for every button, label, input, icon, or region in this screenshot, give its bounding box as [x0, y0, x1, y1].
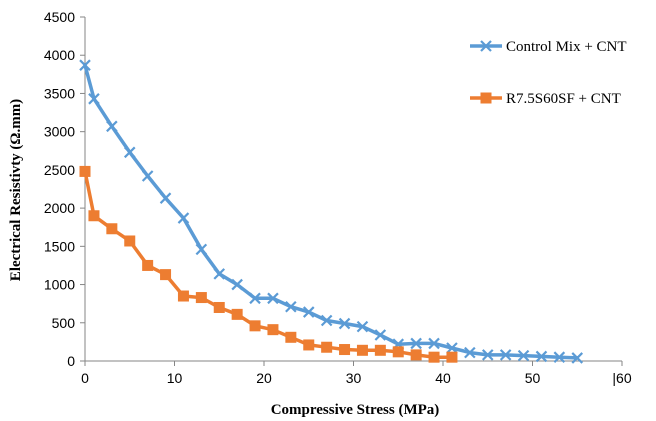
- data-point: [160, 269, 172, 281]
- data-point: [267, 292, 279, 305]
- data-point: [338, 317, 351, 330]
- legend-marker: [480, 40, 492, 52]
- data-point: [88, 93, 100, 105]
- data-point: [195, 243, 208, 256]
- y-tick-label: 2500: [44, 162, 75, 178]
- x-axis-title: Compressive Stress (MPa): [271, 402, 440, 418]
- data-point: [535, 350, 548, 363]
- y-tick-label: 1000: [44, 277, 75, 293]
- data-point: [392, 346, 404, 358]
- series-2: [79, 165, 458, 363]
- data-point: [106, 223, 118, 235]
- y-tick-label: 4500: [44, 9, 75, 25]
- y-tick-label: 0: [67, 353, 75, 369]
- legend-label: R7.5S60SF + CNT: [506, 91, 621, 107]
- data-point: [231, 308, 243, 320]
- data-point: [410, 349, 422, 361]
- y-tick-label: 500: [52, 315, 76, 331]
- data-point: [481, 349, 494, 361]
- data-point: [231, 278, 243, 291]
- y-axis-title: Electrical Resistivty (Ω.mm): [8, 99, 24, 281]
- x-tick-label: 0: [81, 370, 89, 386]
- data-point: [303, 339, 315, 351]
- x-tick-label: |60: [612, 370, 631, 386]
- series-1: [79, 59, 584, 364]
- y-tick-label: 1500: [44, 238, 75, 254]
- legend-entry: R7.5S60SF + CNT: [470, 91, 621, 107]
- data-point: [124, 235, 136, 247]
- data-point: [195, 292, 207, 304]
- y-tick-label: 3500: [44, 85, 75, 101]
- y-tick-label: 2000: [44, 200, 75, 216]
- x-tick-label: 40: [435, 370, 451, 386]
- y-tick-label: 4000: [44, 47, 75, 63]
- data-point: [213, 268, 226, 280]
- data-point: [356, 344, 368, 356]
- data-point: [141, 170, 154, 182]
- x-tick-label: 20: [256, 370, 272, 386]
- data-point: [446, 342, 458, 354]
- series-line: [83, 169, 454, 359]
- data-point: [159, 192, 172, 204]
- data-point: [320, 314, 333, 327]
- data-point: [446, 351, 458, 363]
- data-point: [553, 351, 566, 363]
- data-point: [106, 120, 118, 133]
- data-point: [79, 59, 91, 71]
- y-tick-label: 3000: [44, 124, 75, 140]
- data-point: [374, 329, 387, 341]
- legend-label: Control Mix + CNT: [506, 39, 627, 55]
- data-point: [571, 352, 584, 364]
- x-tick-label: 10: [167, 370, 183, 386]
- data-point: [321, 341, 333, 353]
- x-tick-label: 50: [525, 370, 541, 386]
- data-point: [249, 292, 261, 305]
- series-layer: [79, 59, 584, 364]
- data-point: [177, 212, 190, 224]
- legend-marker: [480, 92, 492, 104]
- x-tick-label: 30: [346, 370, 362, 386]
- data-point: [285, 300, 297, 313]
- data-point: [464, 346, 476, 359]
- data-point: [123, 146, 136, 159]
- data-point: [88, 210, 100, 222]
- data-point: [249, 320, 261, 332]
- data-point: [267, 324, 279, 336]
- data-point: [374, 344, 386, 356]
- axes-layer: 0 500 1000 1500 2000 2500 3000 3500 4000 4500 0 10 2…: [44, 9, 632, 386]
- data-point: [339, 344, 351, 356]
- data-point: [499, 349, 512, 361]
- data-point: [428, 337, 440, 350]
- data-point: [428, 351, 440, 363]
- legend: Control Mix + CNT R7.5S60SF + CNT: [470, 39, 627, 107]
- data-point: [410, 337, 422, 350]
- data-point: [285, 331, 297, 343]
- data-point: [517, 349, 530, 362]
- data-point: [302, 306, 315, 318]
- data-point: [213, 301, 225, 313]
- data-point: [177, 290, 189, 302]
- data-point: [142, 259, 154, 271]
- legend-entry: Control Mix + CNT: [470, 39, 627, 55]
- data-point: [79, 165, 91, 177]
- data-point: [356, 320, 369, 333]
